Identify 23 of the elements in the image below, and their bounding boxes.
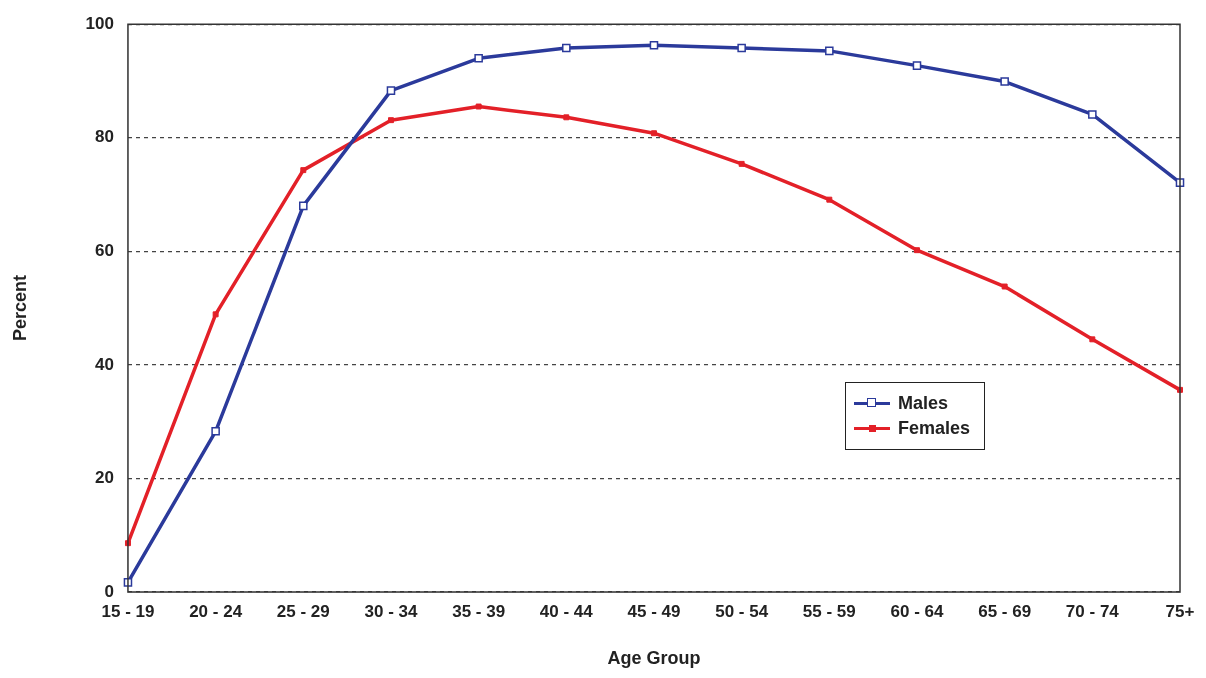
x-tick-label: 70 - 74 — [1065, 601, 1120, 621]
x-tick-label: 30 - 34 — [364, 601, 418, 621]
x-axis-title: Age Group — [607, 648, 701, 669]
x-tick-label: 50 - 54 — [715, 601, 769, 621]
y-tick-label: 0 — [104, 581, 114, 601]
y-tick-label: 100 — [85, 13, 114, 33]
x-tick-label: 60 - 64 — [890, 601, 944, 621]
y-tick-label: 60 — [95, 241, 114, 261]
legend-label: Females — [898, 417, 971, 439]
x-tick-label: 25 - 29 — [276, 601, 330, 621]
x-tick-label: 55 - 59 — [802, 601, 856, 621]
x-tick-label: 45 - 49 — [627, 601, 681, 621]
x-tick-label: 65 - 69 — [978, 601, 1032, 621]
y-tick-label: 80 — [95, 127, 114, 147]
y-tick-label: 20 — [95, 468, 114, 488]
x-tick-label: 75+ — [1165, 601, 1195, 621]
legend-label: Males — [898, 392, 949, 414]
y-axis-title: Percent — [9, 275, 30, 342]
y-tick-label: 40 — [95, 354, 114, 374]
x-tick-label: 20 - 24 — [189, 601, 243, 621]
x-tick-label: 40 - 44 — [539, 601, 594, 621]
x-tick-label: 15 - 19 — [101, 601, 155, 621]
x-tick-label: 35 - 39 — [452, 601, 506, 621]
